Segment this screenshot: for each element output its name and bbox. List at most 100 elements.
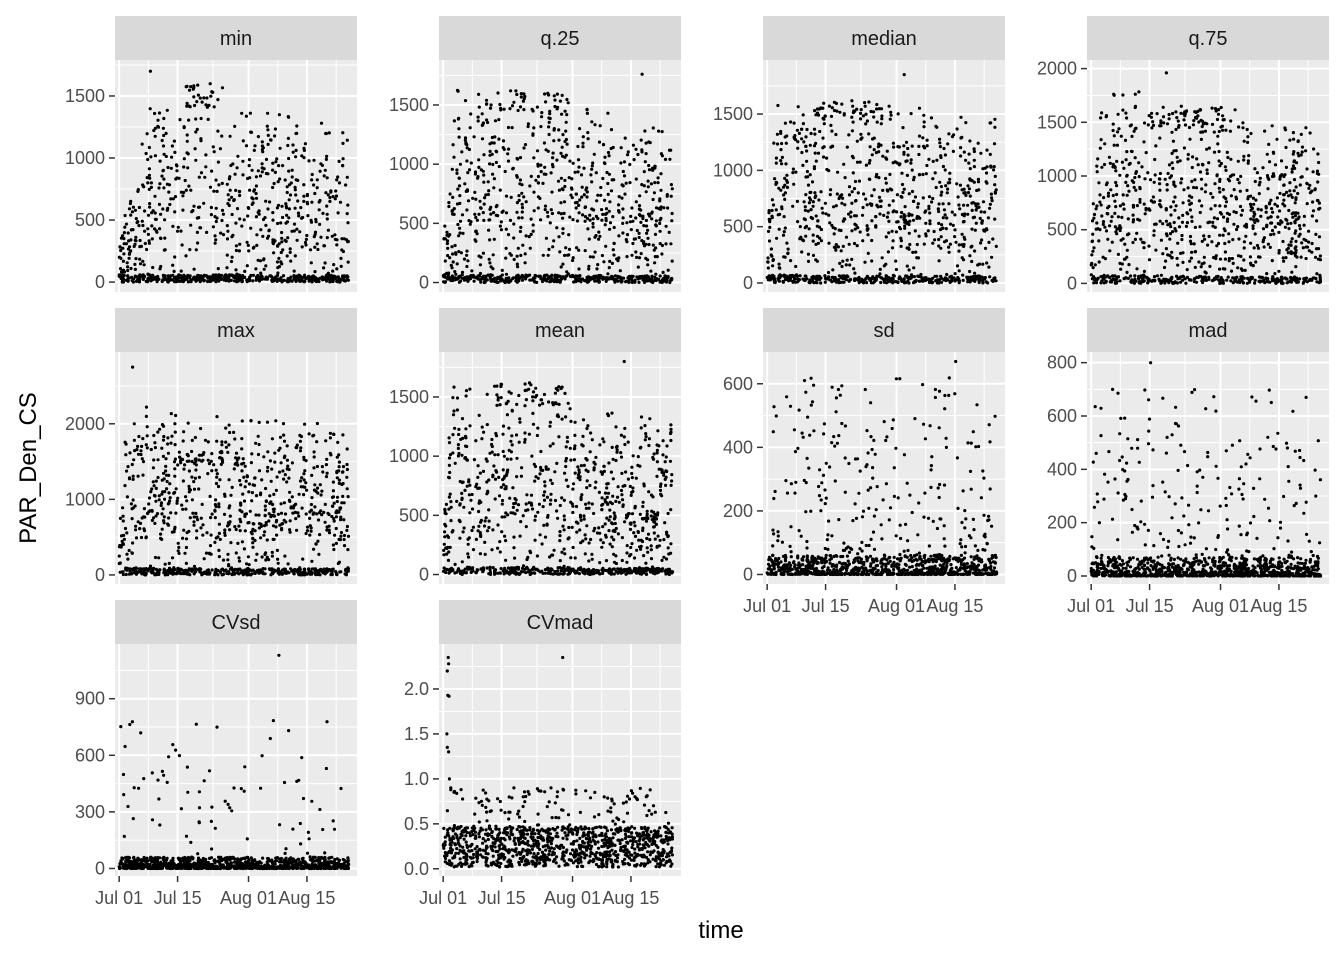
data-point [606,192,610,196]
data-point [880,256,884,260]
data-point [1229,119,1233,123]
data-point [596,274,601,278]
data-point [1170,161,1174,165]
data-point [646,185,650,189]
data-point [583,249,587,253]
data-point [137,224,141,228]
data-point [964,158,968,162]
data-point [1092,281,1096,285]
data-point [445,239,450,243]
data-point [1161,252,1165,256]
data-point [482,202,486,206]
data-point [1185,221,1189,225]
data-point [847,185,852,189]
data-point [633,280,637,284]
data-point [811,204,815,208]
data-point [1307,229,1311,233]
data-point [593,275,597,279]
data-point [1154,144,1158,148]
data-point [466,279,470,283]
data-point [1213,107,1218,111]
data-point [146,272,150,276]
data-point [800,150,804,155]
data-point [1291,152,1295,156]
data-point [628,181,632,185]
data-point [898,162,902,166]
data-point [448,256,452,260]
data-point [782,230,786,234]
data-point [271,211,275,215]
data-point [1125,270,1129,274]
data-point [246,243,250,247]
data-point [646,236,650,240]
data-point [565,270,569,274]
data-point [195,230,199,234]
data-point [1292,137,1296,141]
data-point [257,420,261,424]
data-point [608,221,613,225]
data-point [182,125,186,129]
data-point [488,149,492,153]
data-point [200,100,204,104]
data-point [922,113,926,117]
data-point [541,181,545,185]
data-point [1173,281,1178,285]
data-point [1153,173,1157,177]
data-point [147,241,151,245]
data-point [981,200,986,204]
data-point [989,121,993,125]
data-point [460,270,465,274]
data-point [943,168,947,172]
data-point [1185,275,1189,279]
data-point [1137,175,1141,179]
data-point [1264,276,1268,280]
data-point [801,113,805,117]
data-point [640,72,644,76]
data-point [185,499,189,503]
data-point [314,276,318,280]
data-point [134,235,138,239]
data-point [147,239,151,243]
data-point [792,121,796,125]
data-point [278,278,282,282]
data-point [783,191,788,195]
data-point [780,205,784,209]
data-point [859,117,863,121]
data-point [194,248,198,252]
data-point [298,230,302,234]
data-point [1180,220,1185,224]
data-point [1143,212,1147,216]
data-point [819,190,823,194]
data-point [777,279,782,283]
data-point [1099,203,1103,207]
data-point [1127,263,1131,267]
data-point [318,222,322,226]
data-point [1159,124,1163,128]
data-point [814,194,818,198]
data-point [619,280,623,284]
data-point [617,195,621,199]
data-point [938,145,943,149]
data-point [1285,281,1289,285]
data-point [237,249,241,253]
data-point [481,123,485,127]
data-point [158,159,162,163]
data-point [316,518,321,522]
data-point [859,132,863,136]
data-point [834,132,838,137]
data-point [1267,202,1272,206]
data-point [1101,276,1105,280]
data-point [319,493,323,497]
data-point [484,193,488,197]
data-point [1135,204,1139,208]
data-point [902,144,906,148]
data-point [443,280,448,284]
data-point [321,470,325,474]
data-point [1134,126,1138,130]
data-point [471,196,475,200]
data-point [1108,224,1112,228]
data-point [1129,123,1133,127]
data-point [153,111,157,116]
data-point [878,267,882,271]
data-point [552,239,556,243]
